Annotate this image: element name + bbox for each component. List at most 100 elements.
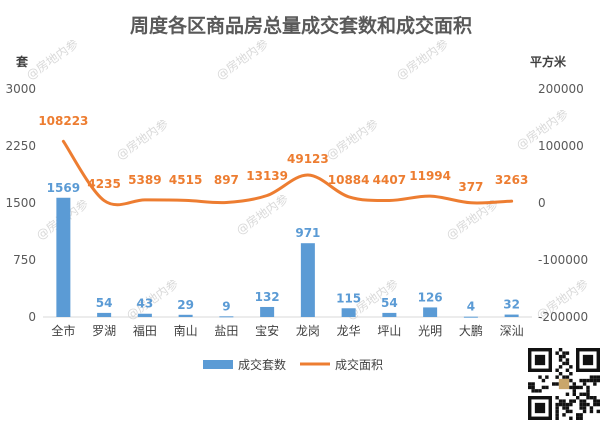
line-value-label: 5389 xyxy=(128,173,161,187)
qr-module xyxy=(579,402,583,407)
qr-module xyxy=(565,409,570,414)
axes-layer: 0 750 1500 2250 3000 -200000 -100000 0 100000 200… xyxy=(5,82,588,338)
qr-module xyxy=(562,354,566,359)
line-value-label: 377 xyxy=(458,180,483,194)
qr-module xyxy=(565,368,570,372)
qr-module xyxy=(596,399,600,403)
qr-finder-core xyxy=(534,354,546,366)
qr-module xyxy=(572,389,576,393)
legend-line-label: 成交面积 xyxy=(335,357,383,372)
qr-module xyxy=(579,385,583,390)
qr-module xyxy=(589,375,594,379)
left-tick-label: 3000 xyxy=(5,82,36,96)
qr-module xyxy=(582,382,587,386)
category-label: 全市 xyxy=(51,323,75,338)
qr-module xyxy=(555,402,559,407)
line-value-label: 4407 xyxy=(373,173,406,187)
qr-module xyxy=(555,406,559,410)
qr-module xyxy=(562,413,566,417)
line-value-label: 13139 xyxy=(246,169,288,183)
qr-module xyxy=(593,399,597,403)
qr-module xyxy=(593,382,597,386)
qr-module xyxy=(562,406,566,410)
category-label: 光明 xyxy=(418,324,442,338)
qr-code-icon xyxy=(526,346,602,422)
qr-module xyxy=(558,354,563,359)
line-path xyxy=(61,139,514,207)
qr-module xyxy=(572,399,576,403)
bar xyxy=(341,308,356,317)
qr-module xyxy=(545,375,549,379)
line-value-label: 11994 xyxy=(409,169,451,183)
right-tick-label: 200000 xyxy=(538,82,584,96)
qr-module xyxy=(562,399,566,403)
qr-module xyxy=(562,375,566,379)
qr-module xyxy=(582,406,587,410)
line-value-label: 10884 xyxy=(328,173,370,187)
qr-module xyxy=(565,361,570,366)
qr-module xyxy=(579,392,583,396)
qr-module xyxy=(582,399,587,403)
left-tick-label: 750 xyxy=(13,253,36,267)
bar xyxy=(504,314,519,317)
qr-module xyxy=(569,399,573,403)
qr-module xyxy=(555,396,559,400)
qr-module xyxy=(569,416,573,420)
line-series xyxy=(61,139,514,207)
qr-module xyxy=(534,389,539,393)
bar xyxy=(178,314,193,317)
bar-value-label: 4 xyxy=(467,300,475,314)
qr-module xyxy=(572,382,576,386)
qr-module xyxy=(562,351,566,355)
qr-module xyxy=(538,375,542,379)
qr-module xyxy=(555,351,559,355)
watermark-text: @房地内参 xyxy=(23,36,81,83)
qr-module xyxy=(552,382,556,386)
category-label: 深汕 xyxy=(500,324,524,338)
qr-module xyxy=(528,382,532,386)
qr-module xyxy=(586,385,590,390)
data-labels: 1569 54 43 29 9 132 971 115 54 126 4 32 108223 4235 53… xyxy=(38,114,528,314)
qr-module xyxy=(569,385,573,390)
qr-module xyxy=(593,375,597,379)
qr-module xyxy=(562,402,566,407)
qr-module xyxy=(582,402,587,407)
qr-module xyxy=(579,406,583,410)
qr-module xyxy=(531,382,535,386)
right-tick-label: -100000 xyxy=(538,253,588,267)
qr-module xyxy=(589,396,594,400)
qr-module xyxy=(562,361,566,366)
bar xyxy=(56,197,71,317)
right-tick-label: 0 xyxy=(538,196,546,210)
qr-module xyxy=(558,348,563,352)
qr-module xyxy=(565,375,570,379)
bar xyxy=(463,316,478,318)
qr-module xyxy=(569,372,573,376)
qr-module xyxy=(576,396,580,400)
legend: 成交套数 成交面积 xyxy=(203,357,383,372)
legend-bar-label: 成交套数 xyxy=(238,357,286,372)
qr-module xyxy=(582,409,587,414)
qr-module xyxy=(565,402,570,407)
qr-module xyxy=(582,378,587,383)
qr-module xyxy=(555,416,559,420)
category-label: 龙岗 xyxy=(296,324,320,338)
qr-module xyxy=(579,416,583,420)
qr-module xyxy=(555,368,559,372)
qr-module xyxy=(569,409,573,414)
chart-title: 周度各区商品房总量成交套数和成交面积 xyxy=(130,14,472,37)
line-value-label: 108223 xyxy=(38,114,88,128)
qr-module xyxy=(538,389,542,393)
bar xyxy=(137,313,152,317)
left-tick-label: 0 xyxy=(28,310,36,324)
qr-module xyxy=(596,409,600,414)
qr-module xyxy=(531,385,535,390)
qr-finder-core xyxy=(534,402,546,414)
left-tick-label: 1500 xyxy=(5,196,36,210)
bar-value-label: 32 xyxy=(503,298,520,312)
qr-module xyxy=(572,392,576,396)
qr-module xyxy=(572,385,576,390)
qr-module xyxy=(555,375,559,379)
